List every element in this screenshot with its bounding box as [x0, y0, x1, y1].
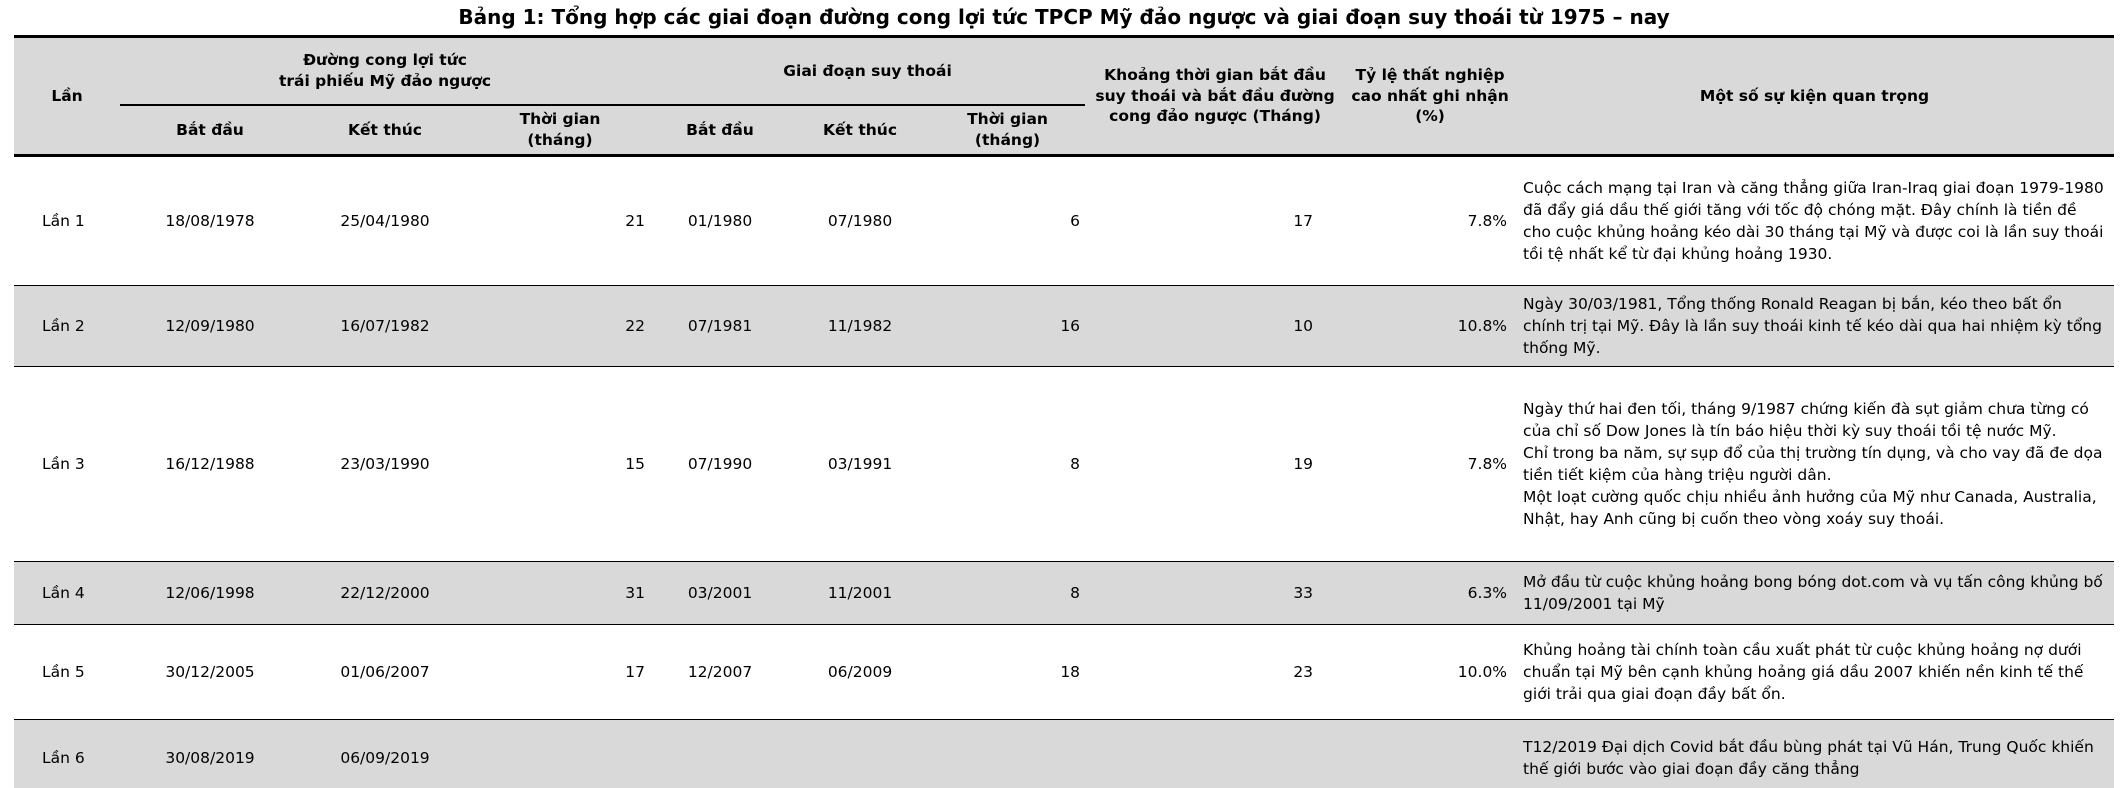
cell-inversion-months: 17: [470, 624, 651, 720]
cell-gap-months: 23: [1085, 624, 1346, 720]
table-row: Lần 2 12/09/1980 16/07/1982 22 07/1981 11/198…: [14, 285, 2114, 367]
cell-inversion-start: 16/12/1988: [120, 366, 300, 562]
cell-recession-start: 07/1990: [650, 366, 791, 562]
table-row: Lần 4 12/06/1998 22/12/2000 31 03/2001 11/200…: [14, 561, 2114, 625]
cell-inversion-end: 16/07/1982: [300, 285, 470, 367]
cell-unemployment-pct: [1345, 719, 1516, 788]
cell-inversion-months: 31: [470, 561, 651, 625]
cell-lan: Lần 2: [14, 285, 120, 367]
cell-inversion-end: 01/06/2007: [300, 624, 470, 720]
cell-recession-start: 03/2001: [650, 561, 791, 625]
cell-events: Khủng hoảng tài chính toàn cầu xuất phát…: [1515, 624, 2114, 720]
cell-events: Ngày thứ hai đen tối, tháng 9/1987 chứng…: [1515, 366, 2114, 562]
cell-lan: Lần 6: [14, 719, 120, 788]
header-unemployment: Tỷ lệ thất nghiệp cao nhất ghi nhận (%): [1345, 36, 1516, 156]
cell-events: Mở đầu từ cuộc khủng hoảng bong bóng dot…: [1515, 561, 2114, 625]
subheader-inversion-end: Kết thúc: [300, 105, 470, 156]
cell-inversion-months: [470, 719, 651, 788]
cell-gap-months: 19: [1085, 366, 1346, 562]
table-row: Lần 5 30/12/2005 01/06/2007 17 12/2007 06/200…: [14, 624, 2114, 720]
cell-recession-start: [650, 719, 791, 788]
cell-inversion-start: 12/06/1998: [120, 561, 300, 625]
cell-lan: Lần 4: [14, 561, 120, 625]
subheader-recession-start: Bắt đầu: [650, 105, 791, 156]
cell-inversion-months: 21: [625, 212, 646, 230]
cell-inversion-end: 22/12/2000: [300, 561, 470, 625]
cell-gap-months: [1085, 719, 1346, 788]
cell-inversion-months: 15: [470, 366, 651, 562]
cell-recession-months: 18: [930, 624, 1086, 720]
cell-gap-months: 17: [1293, 212, 1314, 230]
cell-inversion-start: 18/08/1978: [165, 212, 255, 230]
cell-inversion-end: 23/03/1990: [300, 366, 470, 562]
header-events: Một số sự kiện quan trọng: [1515, 36, 2114, 156]
cell-lan: Lần 1: [42, 212, 85, 230]
table-row: Lần 1 18/08/1978 25/04/1980 21 01/1980 07/198…: [14, 156, 2114, 286]
recession-table: Lần Đường cong lợi tức trái phiếu Mỹ đảo…: [14, 35, 2114, 788]
cell-recession-months: 16: [930, 285, 1086, 367]
cell-gap-months: 33: [1085, 561, 1346, 625]
cell-inversion-start: 12/09/1980: [120, 285, 300, 367]
subheader-recession-end: Kết thúc: [790, 105, 931, 156]
cell-recession-months: [930, 719, 1086, 788]
cell-recession-end: 11/2001: [790, 561, 931, 625]
header-recession-group: Giai đoạn suy thoái: [650, 36, 1086, 106]
cell-recession-months: 6: [1070, 212, 1081, 230]
cell-recession-months: 8: [930, 561, 1086, 625]
cell-recession-end: 11/1982: [790, 285, 931, 367]
cell-unemployment-pct: 7.8%: [1467, 212, 1508, 230]
table-row: Lần 3 16/12/1988 23/03/1990 15 07/1990 03/199…: [14, 366, 2114, 562]
cell-events: T12/2019 Đại dịch Covid bắt đầu bùng phá…: [1515, 719, 2114, 788]
cell-recession-end: 03/1991: [790, 366, 931, 562]
header-lan: Lần: [14, 36, 120, 156]
table-header: Lần Đường cong lợi tức trái phiếu Mỹ đảo…: [14, 36, 2114, 156]
cell-unemployment-pct: 7.8%: [1345, 366, 1516, 562]
cell-unemployment-pct: 10.8%: [1345, 285, 1516, 367]
subheader-inversion-duration: Thời gian (tháng): [470, 105, 651, 156]
subheader-recession-duration: Thời gian (tháng): [930, 105, 1086, 156]
table-body: Lần 1 18/08/1978 25/04/1980 21 01/1980 07/198…: [14, 156, 2114, 788]
cell-lan: Lần 3: [14, 366, 120, 562]
cell-inversion-start: 30/08/2019: [120, 719, 300, 788]
page-title: Bảng 1: Tổng hợp các giai đoạn đường con…: [458, 5, 1670, 29]
subheader-inversion-start: Bắt đầu: [120, 105, 300, 156]
cell-recession-start: 07/1981: [650, 285, 791, 367]
cell-inversion-months: 22: [470, 285, 651, 367]
cell-events: Ngày 30/03/1981, Tổng thống Ronald Reaga…: [1515, 285, 2114, 367]
cell-inversion-start: 30/12/2005: [120, 624, 300, 720]
cell-recession-end: 06/2009: [790, 624, 931, 720]
cell-recession-start: 12/2007: [650, 624, 791, 720]
cell-recession-end: 07/1980: [827, 212, 893, 230]
cell-recession-months: 8: [930, 366, 1086, 562]
header-gap-months: Khoảng thời gian bắt đầu suy thoái và bắ…: [1085, 36, 1346, 156]
cell-unemployment-pct: 6.3%: [1345, 561, 1516, 625]
cell-inversion-end: 06/09/2019: [300, 719, 470, 788]
table-row: Lần 6 30/08/2019 06/09/2019 T12/2019 Đại dị…: [14, 719, 2114, 788]
header-inversion-group: Đường cong lợi tức trái phiếu Mỹ đảo ngư…: [120, 36, 651, 106]
cell-lan: Lần 5: [14, 624, 120, 720]
cell-events: Cuộc cách mạng tại Iran và căng thẳng gi…: [1523, 179, 2104, 263]
cell-recession-end: [790, 719, 931, 788]
cell-unemployment-pct: 10.0%: [1345, 624, 1516, 720]
cell-recession-start: 01/1980: [687, 212, 753, 230]
cell-gap-months: 10: [1085, 285, 1346, 367]
cell-inversion-end: 25/04/1980: [340, 212, 430, 230]
